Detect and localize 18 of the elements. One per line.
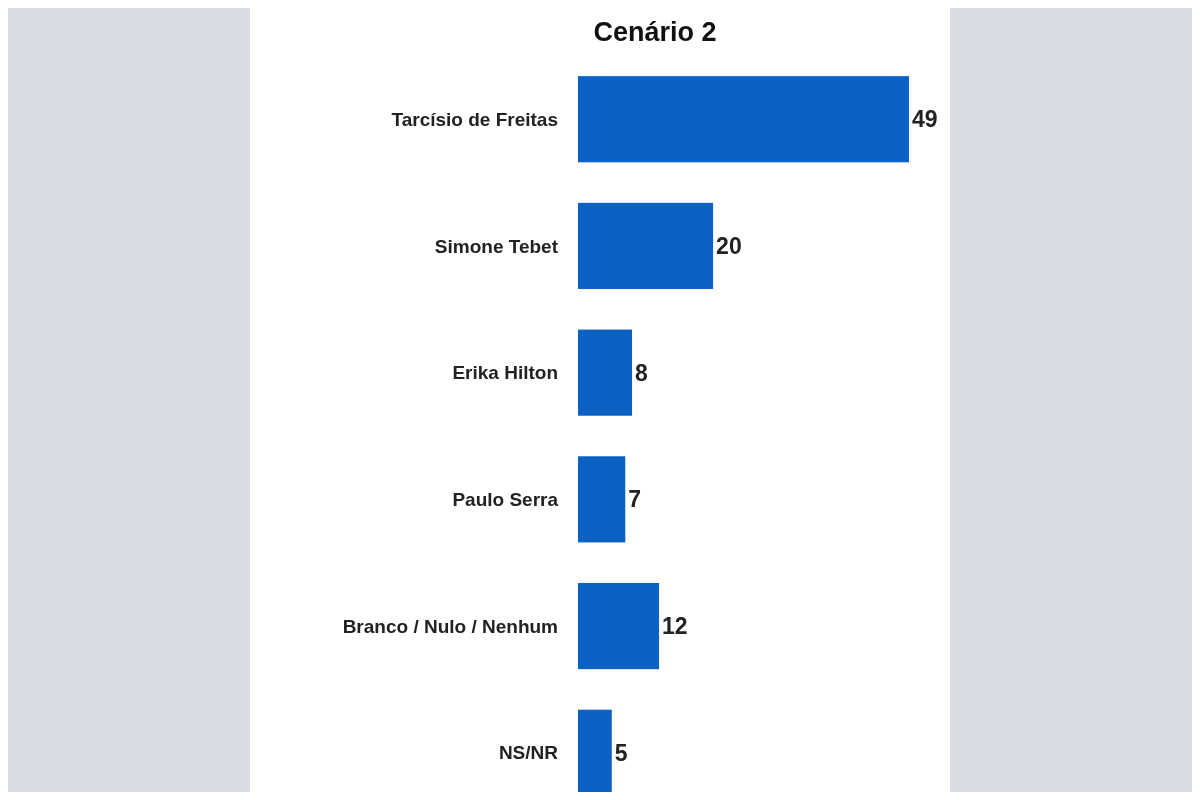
bar — [578, 582, 660, 670]
data-label: 49 — [912, 106, 938, 133]
y-tick-label: Tarcísio de Freitas — [391, 108, 558, 130]
bar — [578, 456, 626, 543]
data-label: 5 — [614, 739, 628, 766]
bar — [578, 202, 714, 290]
data-label: 7 — [628, 486, 642, 513]
y-tick-label: NS/NR — [498, 742, 559, 764]
bar — [578, 329, 633, 416]
chart-title: Cenário 2 — [593, 17, 717, 48]
y-tick-label: Erika Hilton — [452, 362, 558, 384]
y-tick-label: Simone Tebet — [434, 235, 559, 257]
y-tick-label: Branco / Nulo / Nenhum — [342, 615, 558, 637]
data-label: 20 — [716, 232, 742, 259]
bar — [578, 76, 909, 163]
data-label: 12 — [662, 613, 688, 640]
data-label: 8 — [635, 359, 649, 386]
y-tick-label: Paulo Serra — [452, 489, 559, 511]
